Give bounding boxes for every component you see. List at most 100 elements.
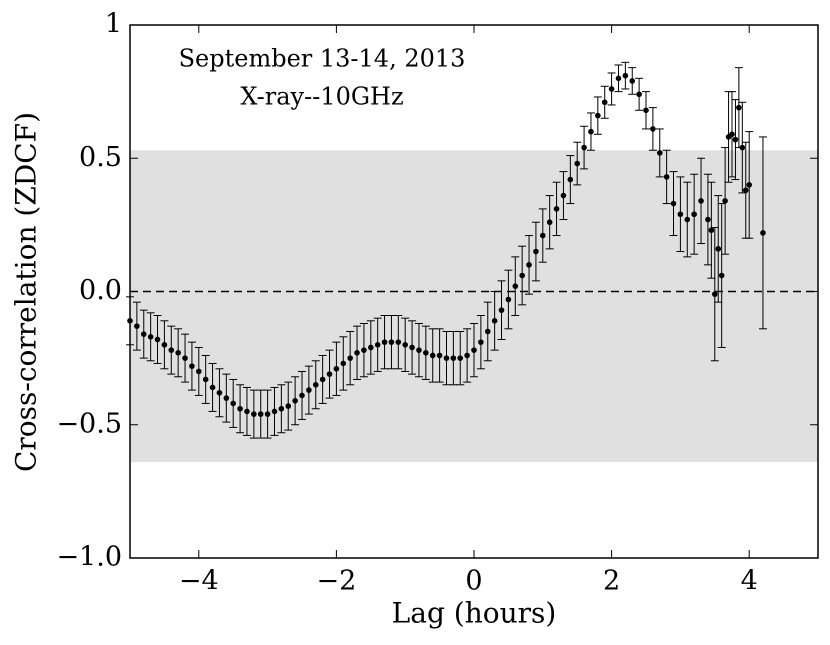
data-point (546, 219, 553, 226)
data-point (340, 360, 347, 367)
data-point (312, 381, 319, 388)
data-point (736, 104, 742, 111)
annotation: X-ray--10GHz (240, 83, 403, 111)
data-point (368, 344, 374, 351)
data-point (416, 347, 422, 353)
data-point (306, 387, 312, 393)
data-point (742, 187, 749, 194)
annotation: September 13-14, 2013 (179, 45, 466, 73)
data-point (615, 75, 622, 82)
y-tick-label: −0.5 (56, 408, 122, 439)
data-point (715, 246, 722, 252)
plot-frame (129, 24, 819, 559)
data-point (581, 144, 587, 151)
x-tick-label: 4 (741, 566, 758, 597)
data-point (567, 176, 574, 183)
data-point (622, 72, 629, 79)
data-point (519, 272, 525, 279)
data-point (333, 365, 340, 372)
data-point (636, 91, 642, 98)
data-point (608, 86, 615, 92)
data-point (168, 347, 175, 353)
data-point (691, 211, 697, 218)
data-point (718, 272, 725, 279)
data-point (381, 339, 388, 345)
data-point (257, 411, 264, 417)
data-point (292, 397, 298, 404)
x-tick-label: −4 (179, 566, 219, 597)
data-point (705, 216, 711, 223)
data-point (760, 230, 766, 236)
data-point (663, 174, 670, 180)
y-tick-label: 0.5 (79, 142, 122, 173)
data-point (299, 392, 305, 399)
data-point (722, 198, 728, 204)
data-point (732, 136, 739, 143)
data-point (140, 331, 147, 337)
data-point (450, 355, 457, 361)
data-point (319, 376, 326, 383)
data-point (677, 211, 684, 218)
data-point (202, 376, 209, 383)
x-tick-label: 0 (465, 566, 482, 597)
data-point (436, 352, 443, 359)
data-point (601, 99, 608, 106)
data-point (347, 355, 353, 361)
data-point (484, 328, 491, 335)
data-point (650, 126, 656, 132)
data-point (423, 349, 429, 356)
data-point (175, 349, 181, 356)
data-point (729, 131, 735, 138)
data-point (505, 296, 512, 303)
data-point (498, 307, 505, 313)
data-point (574, 160, 580, 167)
data-point (526, 262, 532, 268)
data-point (182, 355, 188, 361)
data-point (670, 200, 677, 207)
data-point (588, 128, 594, 135)
data-point (443, 355, 450, 361)
data-point (154, 336, 161, 343)
data-point (223, 395, 230, 401)
data-point (698, 198, 704, 204)
y-tick-label: 1 (105, 9, 122, 40)
data-point (560, 192, 567, 199)
data-point (629, 78, 636, 84)
x-tick-label: 2 (603, 566, 620, 597)
data-point (209, 384, 216, 391)
data-point (285, 403, 292, 409)
data-point (402, 342, 409, 348)
data-point (464, 352, 470, 359)
data-point (739, 144, 746, 151)
x-tick-label: −2 (316, 566, 356, 597)
data-point (540, 232, 546, 239)
data-point (712, 291, 718, 297)
data-point (471, 347, 477, 353)
data-point (533, 248, 539, 255)
data-point (708, 227, 715, 234)
data-point (216, 389, 223, 396)
data-point (354, 349, 360, 356)
data-point (196, 368, 202, 375)
data-point (361, 347, 367, 353)
data-point (147, 334, 154, 340)
data-point (595, 112, 601, 119)
data-point (553, 206, 560, 212)
data-point (264, 411, 271, 417)
data-point (429, 352, 436, 359)
data-point (134, 323, 140, 329)
y-tick-label: −1.0 (56, 542, 122, 573)
data-point (161, 342, 168, 348)
data-point (746, 182, 752, 188)
data-point (457, 355, 464, 361)
data-point (189, 363, 195, 369)
data-point (278, 405, 285, 412)
data-point (643, 107, 649, 114)
data-point (374, 342, 381, 348)
data-point (409, 344, 415, 351)
data-point (326, 371, 333, 377)
data-point (271, 408, 278, 415)
data-point (244, 408, 250, 415)
data-point (388, 339, 395, 345)
